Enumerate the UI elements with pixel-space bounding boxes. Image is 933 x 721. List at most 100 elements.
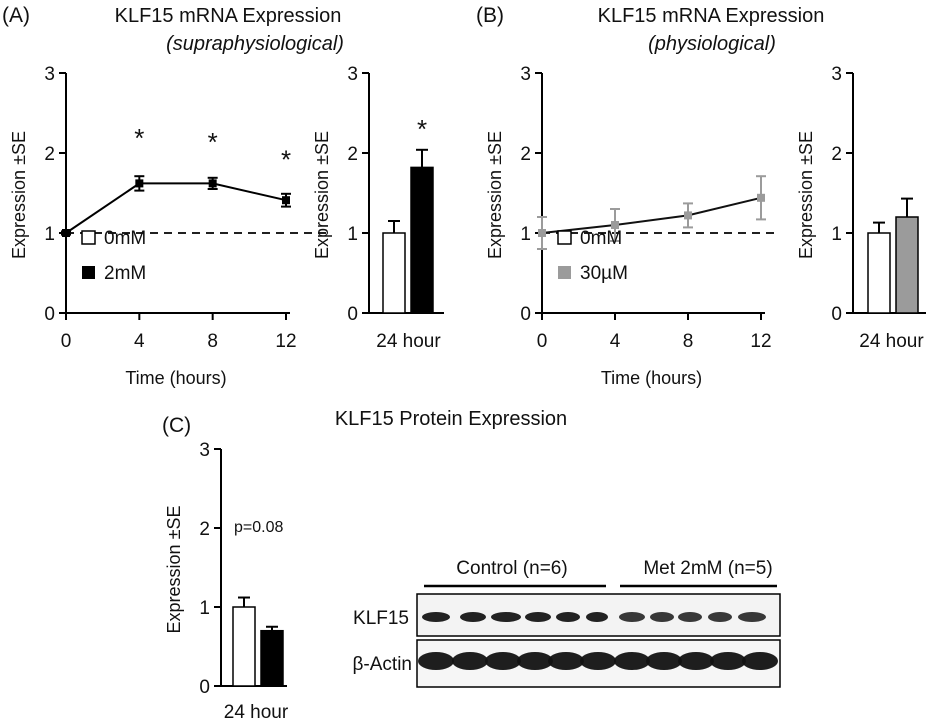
blot-band-actin <box>418 652 454 670</box>
B-bar-y-tick-label: 2 <box>831 144 842 165</box>
panel-c-letter: (C) <box>162 414 191 437</box>
A-bar-bar <box>410 166 434 314</box>
B-bar-category-label: 24 hour <box>859 331 924 352</box>
blot-band-klf15 <box>619 612 645 622</box>
A-line-y-tick-label: 0 <box>44 304 55 325</box>
A-line-legend-swatch-0 <box>81 230 96 245</box>
blot-band-klf15 <box>556 612 580 622</box>
A-line-x-tick-label: 4 <box>134 331 145 352</box>
blot-band-actin <box>580 652 616 670</box>
B-bar-y-tick-label: 0 <box>831 304 842 325</box>
A-bar-category-label: 24 hour <box>376 331 441 352</box>
chart-b-bar: 0 1 2 3 Expression ±SE 24 hour <box>796 64 926 352</box>
panel-c-title: KLF15 Protein Expression <box>335 408 567 430</box>
B-line-x-tick-label: 12 <box>750 331 771 352</box>
B-line-x-tick-label: 8 <box>683 331 694 352</box>
blot-band-actin <box>710 652 746 670</box>
blot-band-klf15 <box>525 612 551 622</box>
blot-band-actin <box>548 652 584 670</box>
blot-band-klf15 <box>650 612 674 622</box>
blot-bands <box>418 612 778 670</box>
C-bar-y-label: Expression ±SE <box>164 506 184 634</box>
blot-group-control: Control (n=6) <box>456 558 567 579</box>
A-line-significance-star: * <box>208 127 218 157</box>
B-line-x-tick-label: 4 <box>610 331 621 352</box>
A-line-y-label: Expression ±SE <box>9 131 29 259</box>
blot-band-actin <box>517 652 553 670</box>
B-line-y-tick-label: 3 <box>520 64 531 85</box>
B-line-point <box>684 211 692 220</box>
A-line-point <box>208 179 217 188</box>
A-line-legend-label-0: 0mM <box>104 228 146 249</box>
A-line-x-tick-label: 0 <box>61 331 72 352</box>
blot-row-klf15: KLF15 <box>353 608 409 629</box>
A-bar-significance-star: * <box>417 114 427 144</box>
B-bar-y-tick-label: 1 <box>831 224 842 245</box>
A-line-y-tick-label: 2 <box>44 144 55 165</box>
panel-a-subtitle: (supraphysiological) <box>166 33 344 55</box>
A-bar-y-label: Expression ±SE <box>312 131 332 259</box>
B-line-point <box>757 193 765 202</box>
B-line-point <box>611 221 619 229</box>
C-bar-category-label: 24 hour <box>224 702 289 721</box>
A-line-x-tick-label: 8 <box>207 331 218 352</box>
B-bar-y-label: Expression ±SE <box>796 131 816 259</box>
B-line-series-line <box>541 196 762 234</box>
A-line-legend-label-1: 2mM <box>104 263 146 284</box>
C-bar-bar <box>260 629 284 687</box>
B-line-y-tick-label: 0 <box>520 304 531 325</box>
panel-b-title: KLF15 mRNA Expression <box>598 5 825 27</box>
B-line-legend-label-0: 0mM <box>580 228 622 249</box>
A-bar-y-tick-label: 2 <box>347 144 358 165</box>
C-bar-y-tick-label: 2 <box>199 519 210 540</box>
panel-a-letter: (A) <box>2 4 30 27</box>
B-line-point <box>538 229 546 237</box>
B-bar-y-tick-label: 3 <box>831 64 842 85</box>
panel-b-subtitle: (physiological) <box>648 33 776 55</box>
blot-band-klf15 <box>678 612 702 622</box>
C-bar-y-tick-label: 3 <box>199 440 210 461</box>
A-bar-y-tick-label: 3 <box>347 64 358 85</box>
A-bar-bar <box>382 232 406 314</box>
blot-band-actin <box>742 652 778 670</box>
blot-band-actin <box>485 652 521 670</box>
panel-b-letter: (B) <box>476 4 504 27</box>
A-bar-y-tick-label: 0 <box>347 304 358 325</box>
B-line-y-tick-label: 1 <box>520 224 531 245</box>
blot-group-met: Met 2mM (n=5) <box>643 558 772 579</box>
blot-band-klf15 <box>491 612 521 622</box>
A-line-point <box>282 196 290 205</box>
A-line-y-tick-label: 3 <box>44 64 55 85</box>
blot-band-actin <box>646 652 682 670</box>
chart-a-bar: 0 1 2 3 Expression ±SE 24 hour * <box>312 64 444 352</box>
B-bar-bar <box>867 232 891 314</box>
A-line-point <box>135 179 144 188</box>
C-bar-bar <box>232 606 256 687</box>
A-line-x-label: Time (hours) <box>125 368 226 388</box>
C-bar-y-tick-label: 1 <box>199 598 210 619</box>
blot-band-actin <box>678 652 714 670</box>
blot-band-klf15 <box>738 612 766 622</box>
C-bar-p-value: p=0.08 <box>234 519 283 536</box>
blot-band-klf15 <box>586 612 608 622</box>
A-line-x-tick-label: 12 <box>275 331 296 352</box>
blot-band-klf15 <box>460 612 486 622</box>
blot-band-klf15 <box>422 612 450 622</box>
blot-band-actin <box>452 652 488 670</box>
B-line-legend-swatch-1 <box>558 266 571 279</box>
A-line-series-line <box>65 182 287 234</box>
A-line-significance-star: * <box>281 145 291 175</box>
A-line-point <box>62 229 70 237</box>
B-bar-bar <box>895 216 919 314</box>
blot-band-actin <box>614 652 650 670</box>
B-line-legend-label-1: 30µM <box>580 263 628 284</box>
panel-a-title: KLF15 mRNA Expression <box>115 5 342 27</box>
blot-band-klf15 <box>708 612 732 622</box>
A-line-y-tick-label: 1 <box>44 224 55 245</box>
B-line-x-tick-label: 0 <box>537 331 548 352</box>
A-line-significance-star: * <box>134 123 144 153</box>
A-bar-y-tick-label: 1 <box>347 224 358 245</box>
